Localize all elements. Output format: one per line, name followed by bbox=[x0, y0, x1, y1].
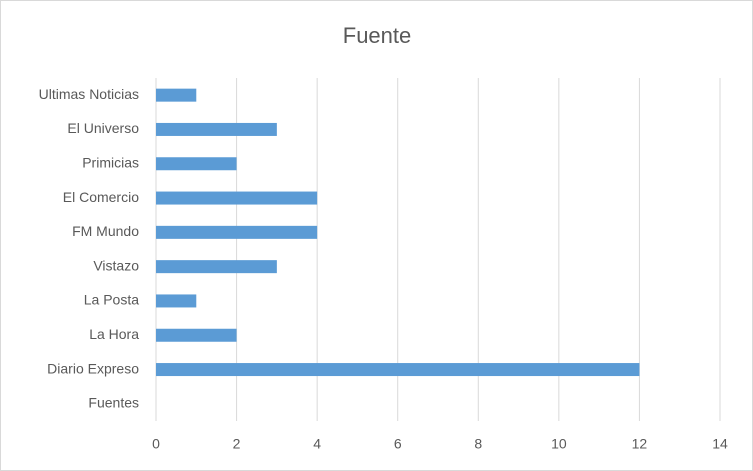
bar bbox=[156, 88, 197, 102]
bar bbox=[156, 157, 237, 171]
y-tick-label: Ultimas Noticias bbox=[39, 86, 139, 102]
bar bbox=[156, 191, 318, 205]
bar bbox=[156, 260, 277, 274]
y-tick-label: Fuentes bbox=[88, 395, 139, 411]
x-tick-label: 8 bbox=[474, 436, 482, 452]
y-tick-label: Diario Expreso bbox=[47, 360, 139, 376]
y-tick-label: Vistazo bbox=[93, 257, 139, 273]
x-tick-label: 6 bbox=[394, 436, 402, 452]
bar bbox=[156, 363, 640, 377]
bar bbox=[156, 122, 277, 136]
bar bbox=[156, 225, 318, 239]
x-tick-label: 12 bbox=[632, 436, 648, 452]
y-tick-label: El Universo bbox=[67, 120, 139, 136]
y-tick-label: La Hora bbox=[89, 326, 139, 342]
x-tick-label: 10 bbox=[551, 436, 567, 452]
y-tick-label: El Comercio bbox=[63, 189, 139, 205]
x-tick-label: 14 bbox=[712, 436, 728, 452]
y-tick-label: Primicias bbox=[82, 154, 139, 170]
bar bbox=[156, 328, 237, 342]
x-tick-label: 0 bbox=[152, 436, 160, 452]
x-tick-label: 2 bbox=[233, 436, 241, 452]
y-tick-label: FM Mundo bbox=[72, 223, 139, 239]
y-tick-label: La Posta bbox=[84, 292, 139, 308]
chart-title: Fuente bbox=[343, 23, 412, 48]
x-tick-label: 4 bbox=[313, 436, 321, 452]
bar bbox=[156, 294, 197, 308]
